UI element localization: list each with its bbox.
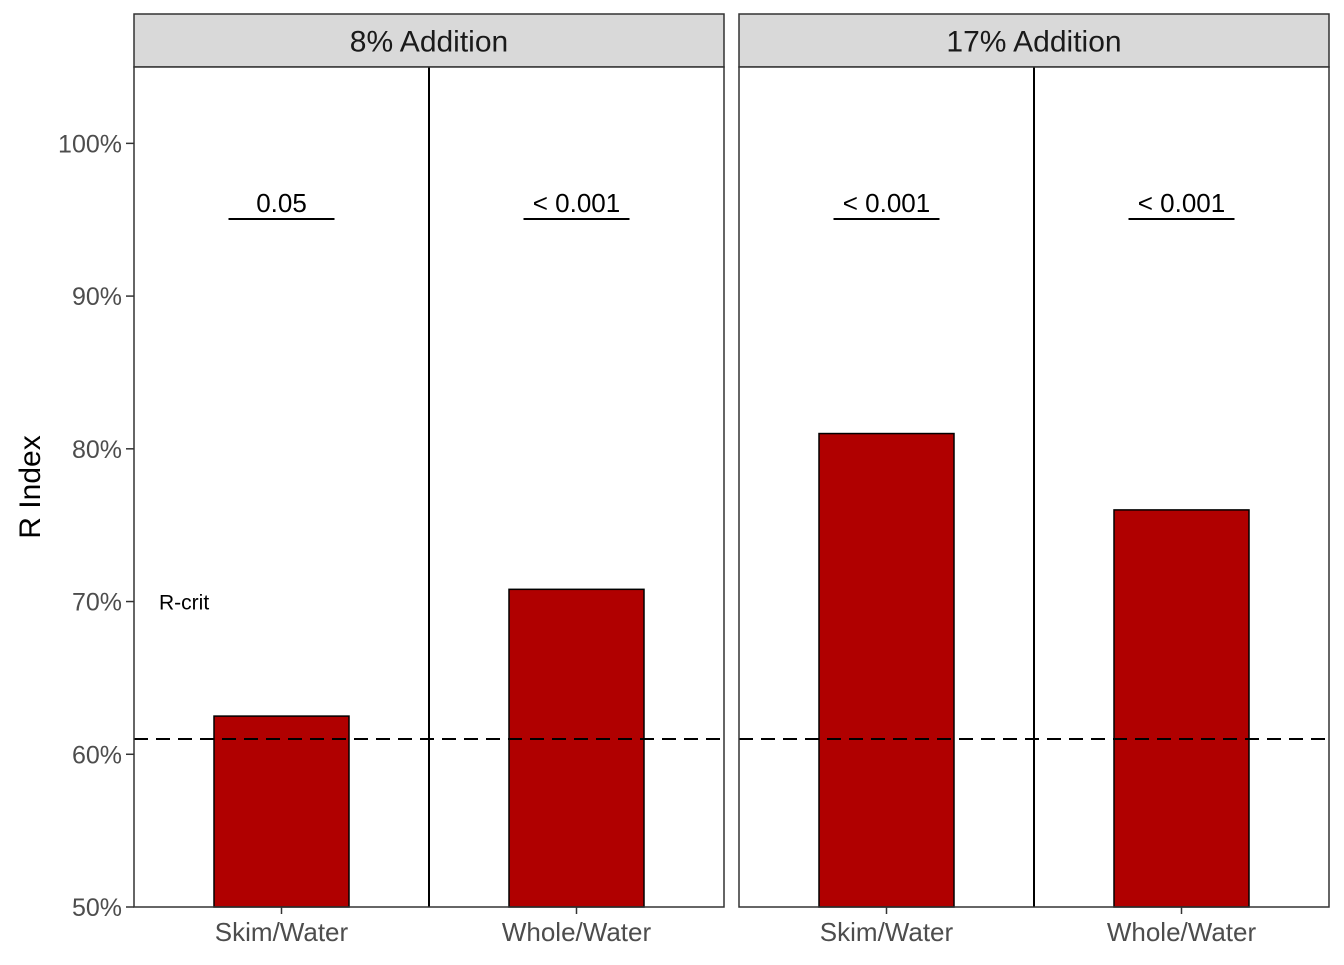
- y-axis: 50% 60% 70% 80% 90% 100%: [58, 130, 134, 922]
- p-value-label: 0.05: [256, 188, 307, 218]
- p-value-label: < 0.001: [533, 188, 620, 218]
- bar: [508, 588, 645, 908]
- facet-strip: [738, 13, 1330, 68]
- y-axis-title-group: R Index: [14, 435, 47, 538]
- facet-strip-label: 8% Addition: [350, 26, 508, 59]
- bar: [213, 715, 350, 908]
- bar: [1113, 509, 1250, 908]
- p-value-label: < 0.001: [843, 188, 930, 218]
- y-tick-label: 50%: [72, 894, 122, 922]
- y-tick-label: 70%: [72, 589, 122, 617]
- x-tick-label: Whole/Water: [502, 917, 652, 947]
- x-tick-label: Skim/Water: [820, 917, 954, 947]
- y-tick-label: 100%: [58, 130, 122, 158]
- reference-line-label: R-crit: [159, 592, 209, 615]
- facet-strip-label: 17% Addition: [946, 26, 1121, 59]
- bar: [818, 432, 955, 908]
- facet-panel: 17% Addition Skim/Water < 0.001 Whole/Water…: [738, 13, 1330, 947]
- y-tick-label: 80%: [72, 436, 122, 464]
- y-axis-title: R Index: [14, 435, 47, 538]
- facet-panel: 8% Addition Skim/Water 0.05 Whole/Water < 0.…: [133, 13, 725, 947]
- p-value-label: < 0.001: [1138, 188, 1225, 218]
- y-tick-label: 60%: [72, 741, 122, 769]
- panels: 8% Addition Skim/Water 0.05 Whole/Water < 0.…: [133, 13, 1330, 947]
- x-tick-label: Whole/Water: [1107, 917, 1257, 947]
- panel-border: [133, 66, 725, 908]
- panel-border: [738, 66, 1330, 908]
- y-tick-label: 90%: [72, 283, 122, 311]
- x-tick-label: Skim/Water: [215, 917, 349, 947]
